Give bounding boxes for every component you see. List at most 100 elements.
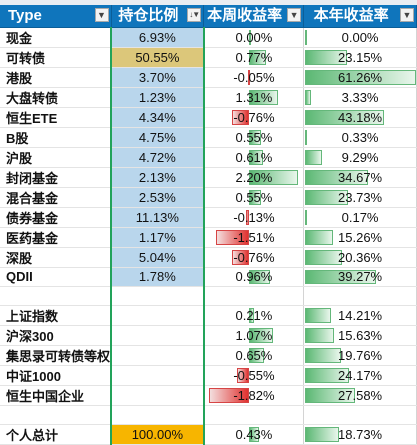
cell-hold[interactable]: 100.00%	[110, 424, 205, 445]
cell-week[interactable]: 0.77%	[203, 47, 305, 68]
cell-week[interactable]	[203, 405, 305, 425]
cell-week[interactable]: -0.55%	[203, 365, 305, 386]
cell-hold[interactable]	[110, 305, 205, 326]
cell-year[interactable]: 39.27%	[303, 267, 417, 287]
cell-hold[interactable]: 2.13%	[110, 167, 205, 188]
cell-year[interactable]: 19.76%	[303, 345, 417, 366]
data-bar-positive	[249, 190, 262, 205]
cell-year[interactable]: 15.63%	[303, 325, 417, 346]
cell-type[interactable]: 集思录可转债等权	[0, 345, 112, 366]
cell-week[interactable]: -1.82%	[203, 385, 305, 406]
cell-week[interactable]: 0.00%	[203, 27, 305, 48]
cell-year[interactable]: 23.73%	[303, 187, 417, 208]
cell-year[interactable]: 34.67%	[303, 167, 417, 188]
cell-hold[interactable]	[110, 365, 205, 386]
cell-type[interactable]	[0, 286, 112, 306]
cell-week[interactable]: -1.51%	[203, 227, 305, 248]
cell-type[interactable]: 沪股	[0, 147, 112, 168]
cell-year[interactable]: 0.17%	[303, 207, 417, 228]
data-bar-positive	[249, 90, 279, 105]
cell-year[interactable]: 27.58%	[303, 385, 417, 406]
cell-week[interactable]: 1.31%	[203, 87, 305, 108]
cell-type[interactable]	[0, 405, 112, 425]
cell-week[interactable]	[203, 286, 305, 306]
cell-week[interactable]: -0.76%	[203, 247, 305, 268]
cell-year[interactable]: 0.00%	[303, 27, 417, 48]
cell-hold[interactable]	[110, 325, 205, 346]
cell-year[interactable]: 23.15%	[303, 47, 417, 68]
data-bar-positive	[249, 307, 254, 323]
cell-type[interactable]: 可转债	[0, 47, 112, 68]
cell-week[interactable]: -0.05%	[203, 67, 305, 88]
cell-hold[interactable]: 6.93%	[110, 27, 205, 48]
filter-dropdown-icon[interactable]: ▼	[94, 8, 109, 22]
cell-type[interactable]: B股	[0, 127, 112, 148]
cell-hold[interactable]: 11.13%	[110, 207, 205, 228]
filter-dropdown-icon[interactable]: ▼	[287, 8, 302, 22]
cell-year[interactable]: 14.21%	[303, 305, 417, 326]
cell-week[interactable]: 0.43%	[203, 424, 305, 445]
cell-type[interactable]: 上证指数	[0, 305, 112, 326]
cell-week-value: -1.82%	[233, 387, 275, 403]
cell-week[interactable]: 2.20%	[203, 167, 305, 188]
cell-year[interactable]: 18.73%	[303, 424, 417, 445]
cell-type[interactable]: 港股	[0, 67, 112, 88]
cell-week[interactable]: 0.55%	[203, 187, 305, 208]
cell-year[interactable]: 3.33%	[303, 87, 417, 108]
cell-week[interactable]: 0.96%	[203, 267, 305, 287]
cell-type[interactable]: 医药基金	[0, 227, 112, 248]
filter-dropdown-icon[interactable]: ▼	[400, 8, 414, 22]
cell-type[interactable]: 深股	[0, 247, 112, 268]
cell-type[interactable]: 债券基金	[0, 207, 112, 228]
cell-type[interactable]: 恒生中国企业	[0, 385, 112, 406]
cell-year[interactable]: 24.17%	[303, 365, 417, 386]
cell-type[interactable]: 中证1000	[0, 365, 112, 386]
cell-type[interactable]: QDII	[0, 267, 112, 287]
cell-type[interactable]: 个人总计	[0, 424, 112, 445]
cell-week[interactable]: 1.07%	[203, 325, 305, 346]
cell-hold[interactable]	[110, 345, 205, 366]
cell-hold[interactable]	[110, 385, 205, 406]
cell-type[interactable]: 大盘转债	[0, 87, 112, 108]
cell-hold[interactable]: 50.55%	[110, 47, 205, 68]
cell-year[interactable]: 43.18%	[303, 107, 417, 128]
cell-year[interactable]: 9.29%	[303, 147, 417, 168]
cell-hold[interactable]: 4.75%	[110, 127, 205, 148]
cell-week[interactable]: 0.21%	[203, 305, 305, 326]
cell-type[interactable]: 现金	[0, 27, 112, 48]
cell-week-value: -0.76%	[233, 110, 275, 125]
cell-hold[interactable]	[110, 405, 205, 425]
table-row: 深股 5.04% -0.76% 20.36%	[0, 247, 417, 268]
cell-hold[interactable]: 4.34%	[110, 107, 205, 128]
cell-week[interactable]: -0.13%	[203, 207, 305, 228]
cell-year[interactable]	[303, 286, 417, 306]
cell-week[interactable]: -0.76%	[203, 107, 305, 128]
cell-type[interactable]: 沪深300	[0, 325, 112, 346]
cell-type[interactable]: 混合基金	[0, 187, 112, 208]
cell-year[interactable]: 61.26%	[303, 67, 417, 88]
cell-year[interactable]: 20.36%	[303, 247, 417, 268]
data-bar-positive	[305, 50, 348, 65]
cell-year[interactable]: 0.33%	[303, 127, 417, 148]
cell-hold[interactable]: 1.78%	[110, 267, 205, 287]
cell-type[interactable]: 恒生ETE	[0, 107, 112, 128]
cell-week[interactable]: 0.61%	[203, 147, 305, 168]
cell-hold[interactable]: 5.04%	[110, 247, 205, 268]
data-bar-positive	[305, 250, 343, 265]
cell-hold[interactable]: 4.72%	[110, 147, 205, 168]
cell-year-value: 23.15%	[338, 50, 383, 65]
cell-week-value: -0.76%	[233, 250, 275, 265]
cell-hold[interactable]: 3.70%	[110, 67, 205, 88]
cell-hold[interactable]: 2.53%	[110, 187, 205, 208]
cell-year[interactable]: 15.26%	[303, 227, 417, 248]
cell-type[interactable]: 封闭基金	[0, 167, 112, 188]
data-bar-positive	[249, 30, 252, 45]
data-bar-negative	[248, 70, 251, 85]
cell-week[interactable]: 0.65%	[203, 345, 305, 366]
cell-week[interactable]: 0.55%	[203, 127, 305, 148]
cell-hold[interactable]	[110, 286, 205, 306]
cell-year[interactable]	[303, 405, 417, 425]
cell-hold[interactable]: 1.23%	[110, 87, 205, 108]
sorted-filter-icon[interactable]: ↓▼	[187, 8, 202, 22]
cell-hold[interactable]: 1.17%	[110, 227, 205, 248]
